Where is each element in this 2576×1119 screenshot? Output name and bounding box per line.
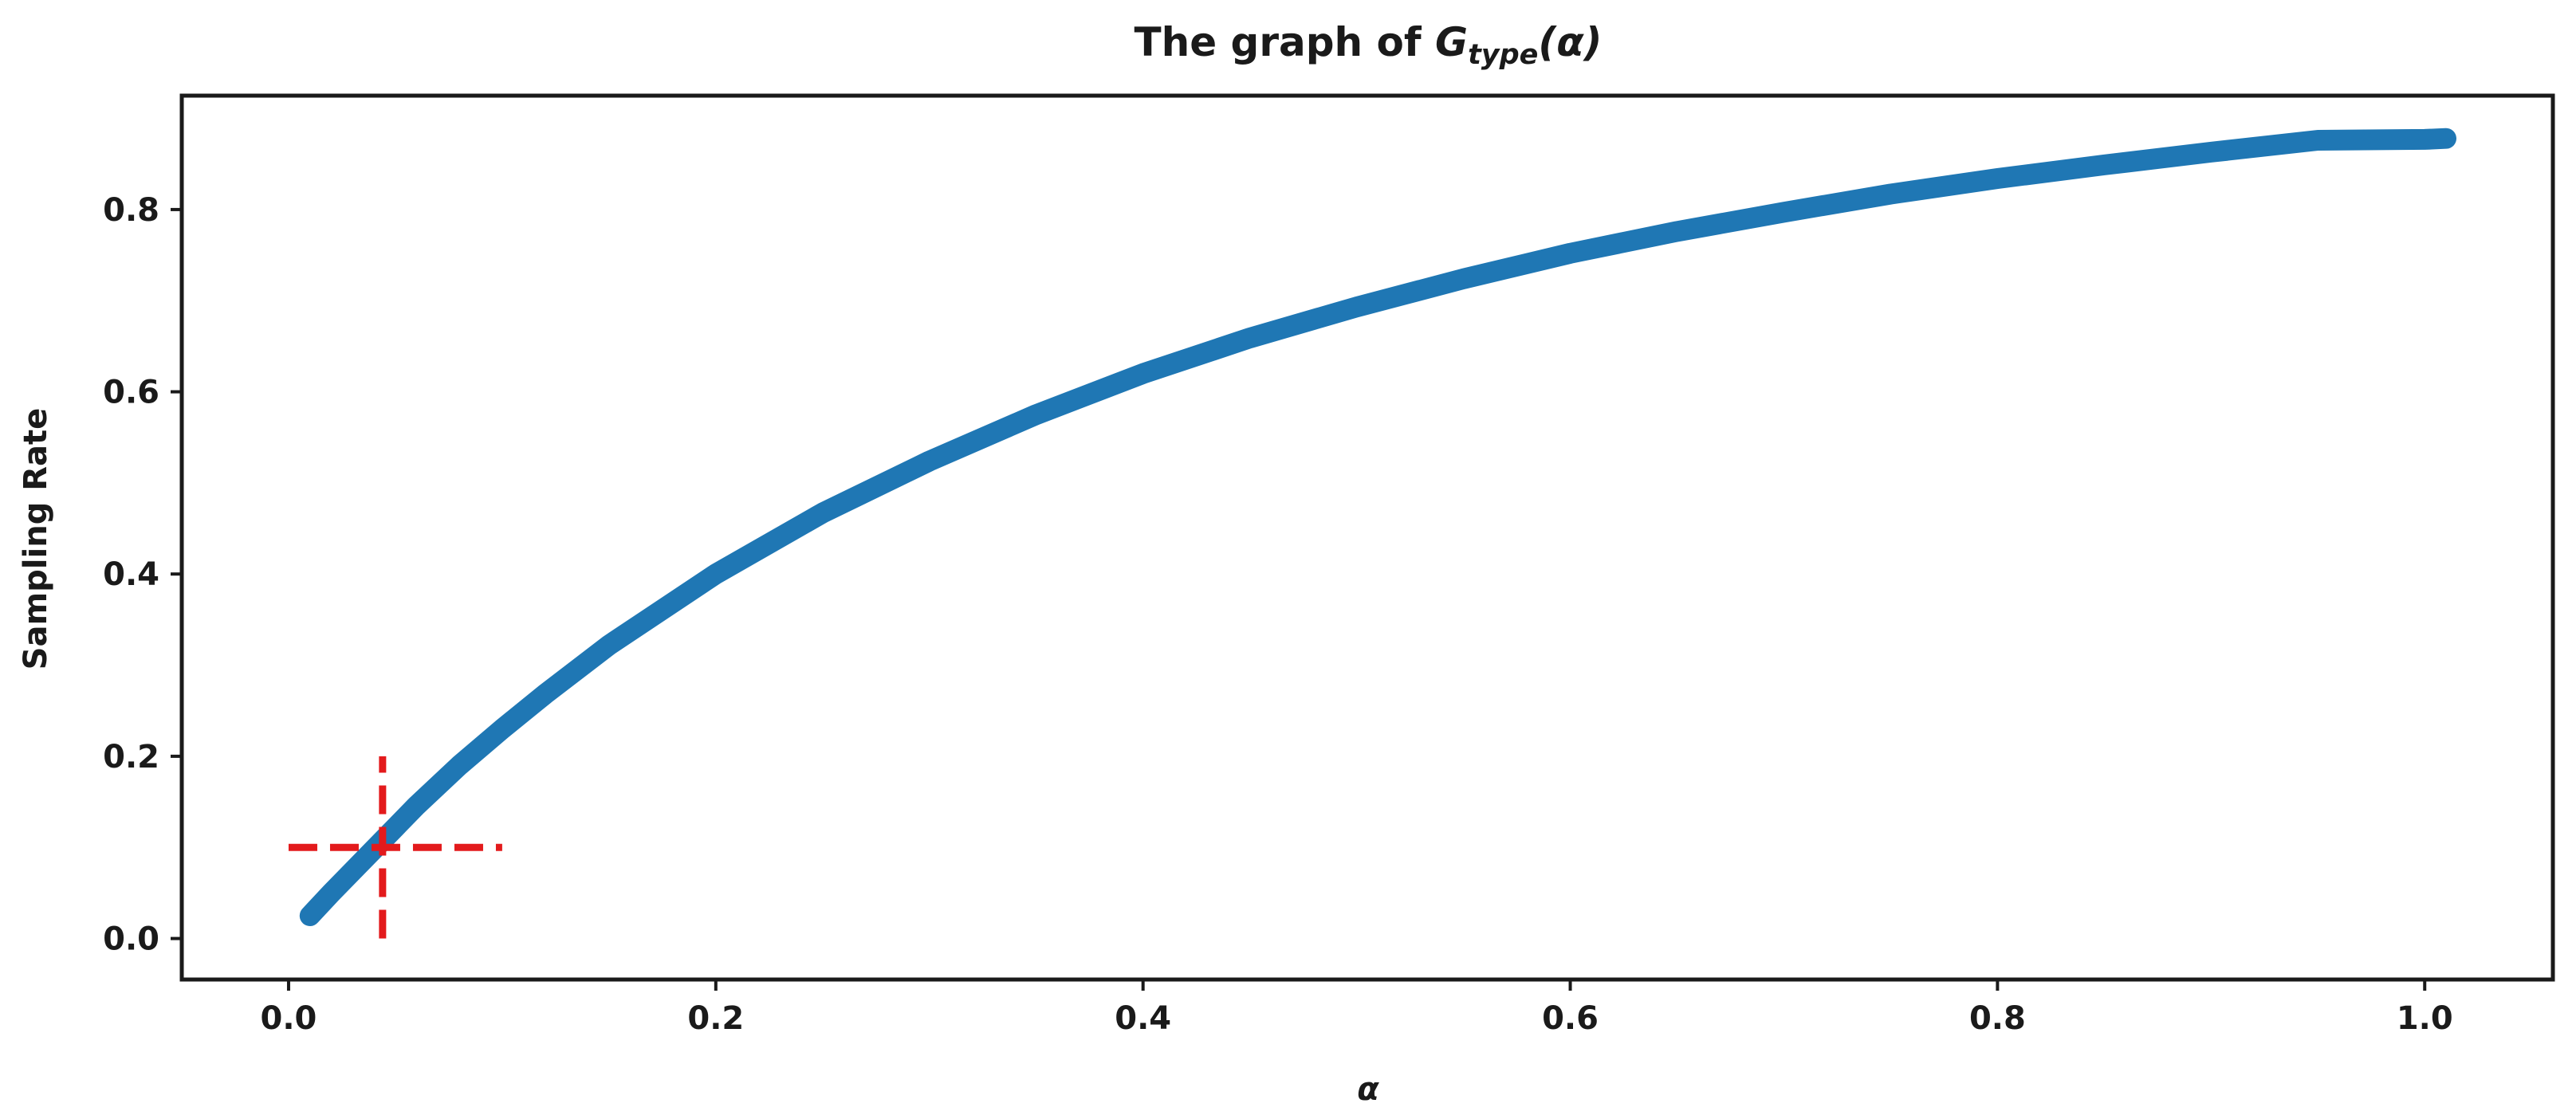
chart-title-subscript: type [1468,39,1538,71]
plot-area-frame [179,93,2555,982]
chart-title: The graph of Gtype(α) [1135,19,1603,71]
y-axis-title: Sampling Rate [18,408,54,670]
x-tick-label: 0.8 [1969,1000,2026,1037]
y-tick-label: 0.8 [103,192,159,229]
y-tick-label: 0.6 [103,375,159,411]
y-tick-label: 0.2 [103,739,159,775]
y-axis-ticks: 0.0 0.2 0.4 0.6 0.8 [103,192,182,958]
x-tick-label: 0.0 [261,1000,317,1037]
chart-title-argument: (α) [1538,19,1602,65]
y-tick-label: 0.0 [103,921,159,958]
x-tick-label: 1.0 [2397,1000,2453,1037]
series-layer [299,128,2456,926]
x-axis-title: α [1357,1071,1379,1108]
x-axis-ticks: 0.0 0.2 0.4 0.6 0.8 1.0 [261,980,2453,1037]
annotation-layer [288,756,502,939]
y-tick-label: 0.4 [103,556,159,593]
x-tick-label: 0.4 [1115,1000,1171,1037]
series-line [299,128,2456,926]
x-tick-label: 0.6 [1542,1000,1599,1037]
x-tick-label: 0.2 [687,1000,744,1037]
chart-title-symbol: G [1435,19,1468,65]
chart-title-prefix: The graph of [1135,19,1436,65]
